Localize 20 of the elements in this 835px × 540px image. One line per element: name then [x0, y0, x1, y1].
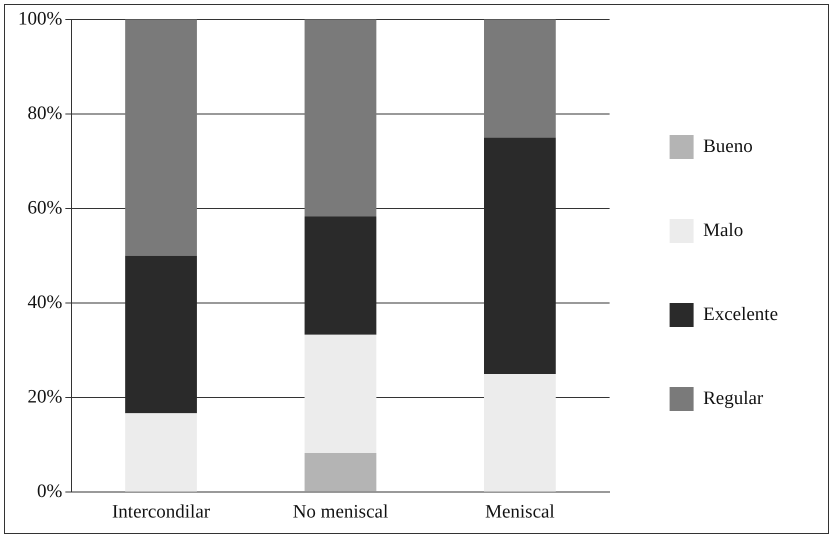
y-tick-label: 60% — [28, 198, 62, 219]
y-tick-label: 40% — [28, 292, 62, 314]
legend-label: Excelente — [703, 304, 778, 325]
bar — [304, 19, 376, 217]
bar — [484, 19, 556, 138]
legend-label: Regular — [703, 388, 764, 409]
bar — [304, 334, 376, 453]
legend-label: Bueno — [703, 136, 753, 157]
x-tick-label: No meniscal — [292, 502, 388, 523]
y-tick-label: 80% — [28, 102, 62, 124]
y-tick-label: 20% — [28, 386, 62, 408]
y-tick-label: 100% — [18, 8, 62, 30]
y-tick-label: 0% — [37, 481, 62, 502]
x-tick-label: Meniscal — [485, 502, 555, 523]
legend-label: Malo — [703, 220, 744, 241]
bar — [125, 413, 197, 492]
bar — [484, 374, 556, 492]
bar — [304, 452, 376, 492]
bar — [125, 19, 197, 256]
x-tick-label: Intercondilar — [112, 502, 211, 523]
